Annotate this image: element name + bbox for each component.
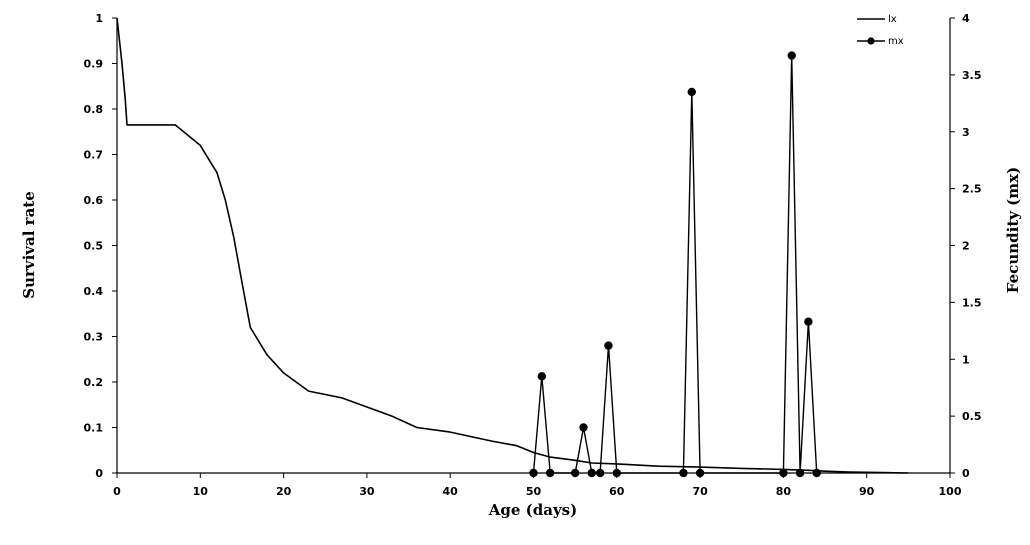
right-axis-ticks: 0 0.5 1 1.5 2 2.5 3 3.5 4 <box>950 12 982 480</box>
series-mx-point <box>604 341 613 350</box>
series-mx-point <box>587 468 597 478</box>
right-tick-label: 2.5 <box>962 183 982 196</box>
left-tick-label: 0 <box>95 467 103 480</box>
right-tick-label: 3.5 <box>962 69 982 82</box>
series-lx-line <box>116 17 909 474</box>
right-tick-label: 3 <box>962 126 970 139</box>
right-tick-label: 0 <box>962 467 970 480</box>
left-axis-title: Survival rate <box>20 191 38 299</box>
x-tick-label: 70 <box>692 485 708 498</box>
left-tick-label: 0.1 <box>84 422 104 435</box>
left-tick-label: 0.7 <box>84 149 104 162</box>
legend-lx-label: lx <box>888 14 897 25</box>
left-tick-label: 0.6 <box>84 194 104 207</box>
series-mx-point <box>579 423 588 432</box>
series-mx-line <box>532 54 818 474</box>
series-mx-point <box>595 468 605 478</box>
left-tick-label: 0.3 <box>84 331 104 344</box>
series-mx-point <box>545 468 555 478</box>
left-tick-label: 0.2 <box>84 376 104 389</box>
series-mx-point <box>695 468 705 478</box>
series-mx-point <box>679 468 688 478</box>
right-tick-label: 4 <box>962 12 970 25</box>
series-mx-point <box>787 51 796 60</box>
legend: lx mx <box>857 14 904 47</box>
left-tick-label: 0.8 <box>84 103 104 116</box>
x-tick-label: 60 <box>609 485 625 498</box>
series-mx-point <box>570 468 580 478</box>
series-mx-point <box>812 468 821 478</box>
left-tick-label: 0.5 <box>84 240 104 253</box>
plot-frame <box>116 18 951 474</box>
x-tick-label: 90 <box>859 485 875 498</box>
x-tick-label: 10 <box>193 485 209 498</box>
x-tick-label: 80 <box>776 485 792 498</box>
right-tick-label: 2 <box>962 240 970 253</box>
x-tick-label: 30 <box>359 485 375 498</box>
x-axis-title: Age (days) <box>488 501 577 519</box>
left-tick-label: 0.4 <box>84 285 104 298</box>
legend-mx-label: mx <box>888 36 904 47</box>
legend-mx-marker <box>867 37 875 45</box>
series-mx-point <box>537 372 547 381</box>
x-tick-label: 100 <box>939 485 962 498</box>
x-axis-ticks: 0 10 20 30 40 50 60 70 80 90 100 <box>113 473 962 498</box>
series-mx-point <box>804 317 813 326</box>
x-tick-label: 40 <box>443 485 459 498</box>
series-mx-point <box>529 468 538 478</box>
left-tick-label: 1 <box>95 12 103 25</box>
left-tick-label: 0.9 <box>84 58 104 71</box>
right-tick-label: 1 <box>962 353 970 366</box>
x-tick-label: 50 <box>526 485 542 498</box>
right-axis-title: Fecundity (mx) <box>1004 167 1022 293</box>
right-tick-label: 1.5 <box>962 296 982 309</box>
x-tick-label: 20 <box>276 485 292 498</box>
series-mx-point <box>687 87 696 97</box>
series-layer <box>116 17 909 478</box>
left-axis-ticks: 0 0.1 0.2 0.3 0.4 0.5 0.6 0.7 0.8 0.9 1 <box>84 12 117 480</box>
series-mx-point <box>779 468 788 478</box>
series-mx-point <box>612 468 621 478</box>
right-tick-label: 0.5 <box>962 410 982 423</box>
series-mx-point <box>795 468 805 478</box>
x-tick-label: 0 <box>113 485 121 498</box>
